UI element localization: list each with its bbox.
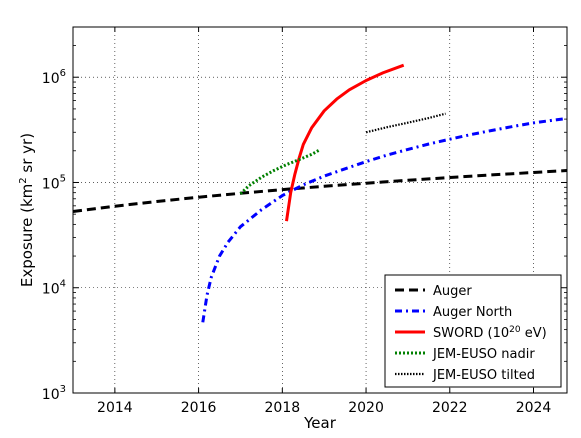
x-tick-label: 2018 (265, 400, 301, 416)
plot-frame (72, 26, 568, 394)
legend-entry: Auger (433, 284, 472, 299)
series-line-3 (285, 63, 405, 222)
legend: Auger Auger North SWORD (1020 eV) JEM-EUSO … (384, 274, 562, 388)
legend-entry: Auger North (433, 305, 512, 320)
x-tick-label: 2022 (432, 400, 468, 416)
y-tick-label: 106 (42, 68, 66, 87)
y-tick-label: 105 (42, 173, 66, 192)
y-tick-label: 103 (42, 384, 66, 403)
legend-entry: SWORD (1020 eV) (433, 325, 547, 341)
x-tick-label: 2014 (97, 400, 133, 416)
series-line-1 (72, 169, 568, 213)
series-line-4 (239, 148, 321, 195)
x-axis-ticks: 2014 2016 2018 2020 2022 2024 (97, 27, 551, 416)
y-axis-label: Exposure (km2 sr yr) (18, 133, 36, 287)
x-tick-label: 2016 (181, 400, 217, 416)
legend-entry: JEM-EUSO nadir (432, 347, 535, 362)
y-axis-ticks: 103 104 105 106 (42, 26, 567, 403)
x-tick-label: 2020 (348, 400, 384, 416)
series-line-5 (365, 112, 446, 134)
x-axis-label: Year (303, 414, 337, 432)
y-tick-label: 104 (42, 279, 66, 298)
series-lines (72, 63, 568, 323)
legend-entry: JEM-EUSO tilted (432, 368, 535, 383)
x-tick-label: 2024 (516, 400, 552, 416)
